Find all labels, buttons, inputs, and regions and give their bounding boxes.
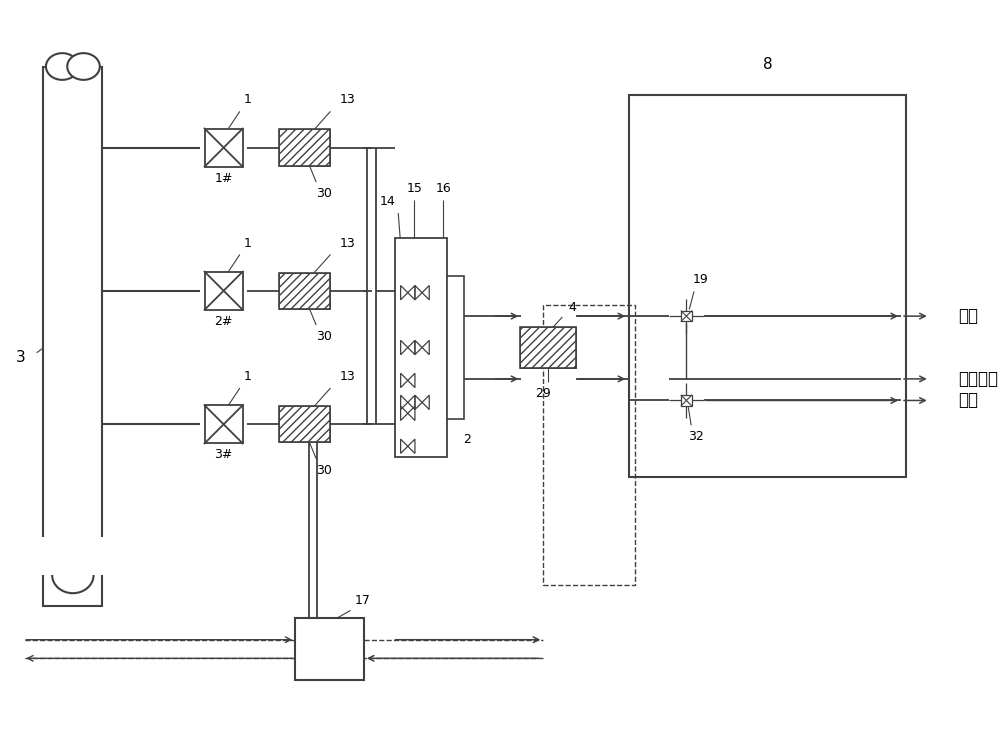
Text: 标气: 标气 <box>958 391 978 410</box>
Text: 13: 13 <box>340 370 356 383</box>
Bar <box>520 327 576 368</box>
Text: 16: 16 <box>435 181 451 195</box>
Bar <box>14 537 132 575</box>
Text: 2: 2 <box>463 433 471 447</box>
Text: 30: 30 <box>316 464 332 477</box>
Ellipse shape <box>67 53 100 80</box>
Text: 32: 32 <box>688 430 704 443</box>
Text: 29: 29 <box>535 387 551 399</box>
Ellipse shape <box>52 557 94 593</box>
Text: 30: 30 <box>316 330 332 343</box>
Text: 1: 1 <box>244 237 251 250</box>
Text: 1: 1 <box>244 94 251 106</box>
Text: 30: 30 <box>316 187 332 200</box>
Bar <box>279 406 330 442</box>
Ellipse shape <box>46 53 78 80</box>
Text: 压缩空气: 压缩空气 <box>958 370 998 388</box>
Text: 13: 13 <box>340 237 356 250</box>
Bar <box>279 273 330 309</box>
Text: 13: 13 <box>340 94 356 106</box>
Bar <box>681 311 692 321</box>
Text: 1#: 1# <box>214 172 233 185</box>
Text: 14: 14 <box>380 195 396 208</box>
Text: 19: 19 <box>693 273 709 287</box>
Bar <box>279 130 330 166</box>
Bar <box>205 405 243 444</box>
Bar <box>279 273 330 309</box>
Text: 2#: 2# <box>214 315 233 328</box>
Bar <box>520 327 576 368</box>
Bar <box>279 130 330 166</box>
Text: 样气: 样气 <box>958 307 978 325</box>
Bar <box>681 395 692 405</box>
Bar <box>205 128 243 167</box>
Bar <box>279 406 330 442</box>
Bar <box>295 618 364 680</box>
Text: 17: 17 <box>355 594 371 607</box>
Text: 15: 15 <box>407 181 422 195</box>
Bar <box>543 304 635 584</box>
Text: 1: 1 <box>244 370 251 383</box>
Text: 3#: 3# <box>214 448 233 461</box>
Bar <box>43 66 102 606</box>
Text: 8: 8 <box>763 57 772 72</box>
Bar <box>447 276 464 419</box>
Bar <box>629 95 906 477</box>
Text: 4: 4 <box>568 301 576 314</box>
Bar <box>205 272 243 310</box>
Bar <box>395 238 447 457</box>
Text: 3: 3 <box>16 350 25 365</box>
